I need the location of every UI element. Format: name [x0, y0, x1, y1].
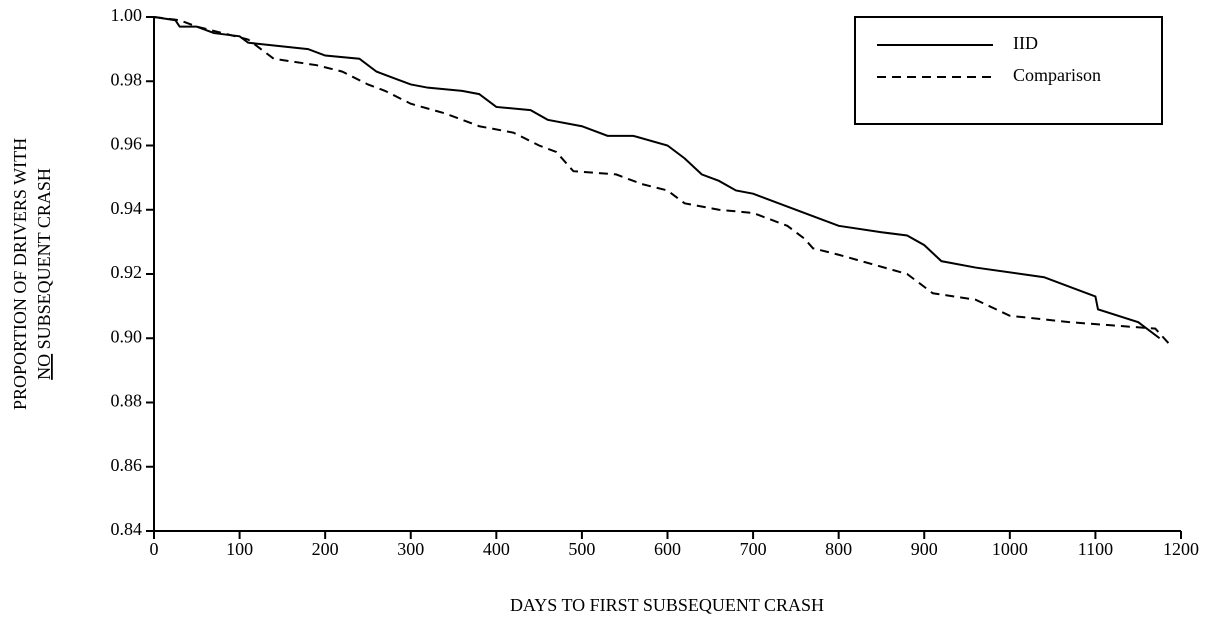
x-tick-label: 1200 — [1163, 539, 1199, 559]
x-tick-label: 300 — [397, 539, 424, 559]
x-tick-label: 400 — [483, 539, 510, 559]
x-tick-label: 800 — [825, 539, 852, 559]
x-tick-label: 1100 — [1078, 539, 1113, 559]
x-tick-label: 1000 — [992, 539, 1028, 559]
x-tick-label: 200 — [312, 539, 339, 559]
x-tick-label: 600 — [654, 539, 681, 559]
y-tick-label: 0.86 — [111, 455, 143, 475]
x-tick-label: 500 — [568, 539, 595, 559]
y-tick-label: 0.94 — [111, 198, 143, 218]
y-tick-label: 0.88 — [111, 391, 143, 411]
y-tick-label: 1.00 — [111, 5, 143, 25]
y-tick-label: 0.98 — [111, 69, 143, 89]
x-axis-label: DAYS TO FIRST SUBSEQUENT CRASH — [510, 595, 824, 615]
y-tick-label: 0.84 — [111, 519, 143, 539]
y-tick-label: 0.90 — [111, 326, 143, 346]
y-tick-label: 0.92 — [111, 262, 143, 282]
legend-label: Comparison — [1013, 65, 1101, 85]
series-line — [153, 16, 1161, 340]
x-tick-label: 100 — [226, 539, 253, 559]
y-tick-label: 0.96 — [111, 134, 143, 154]
x-tick-label: 0 — [150, 539, 159, 559]
legend-box — [854, 16, 1163, 125]
legend-label: IID — [1013, 33, 1038, 53]
y-axis-label-emphasis: NO — [34, 354, 54, 380]
x-tick-label: 700 — [740, 539, 767, 559]
y-axis-label-rest: SUBSEQUENT CRASH — [34, 168, 54, 349]
series-line — [153, 16, 1171, 346]
y-axis-label: NO SUBSEQUENT CRASH — [34, 168, 54, 380]
x-tick-label: 900 — [911, 539, 938, 559]
y-axis-label: PROPORTION OF DRIVERS WITH — [10, 138, 30, 410]
